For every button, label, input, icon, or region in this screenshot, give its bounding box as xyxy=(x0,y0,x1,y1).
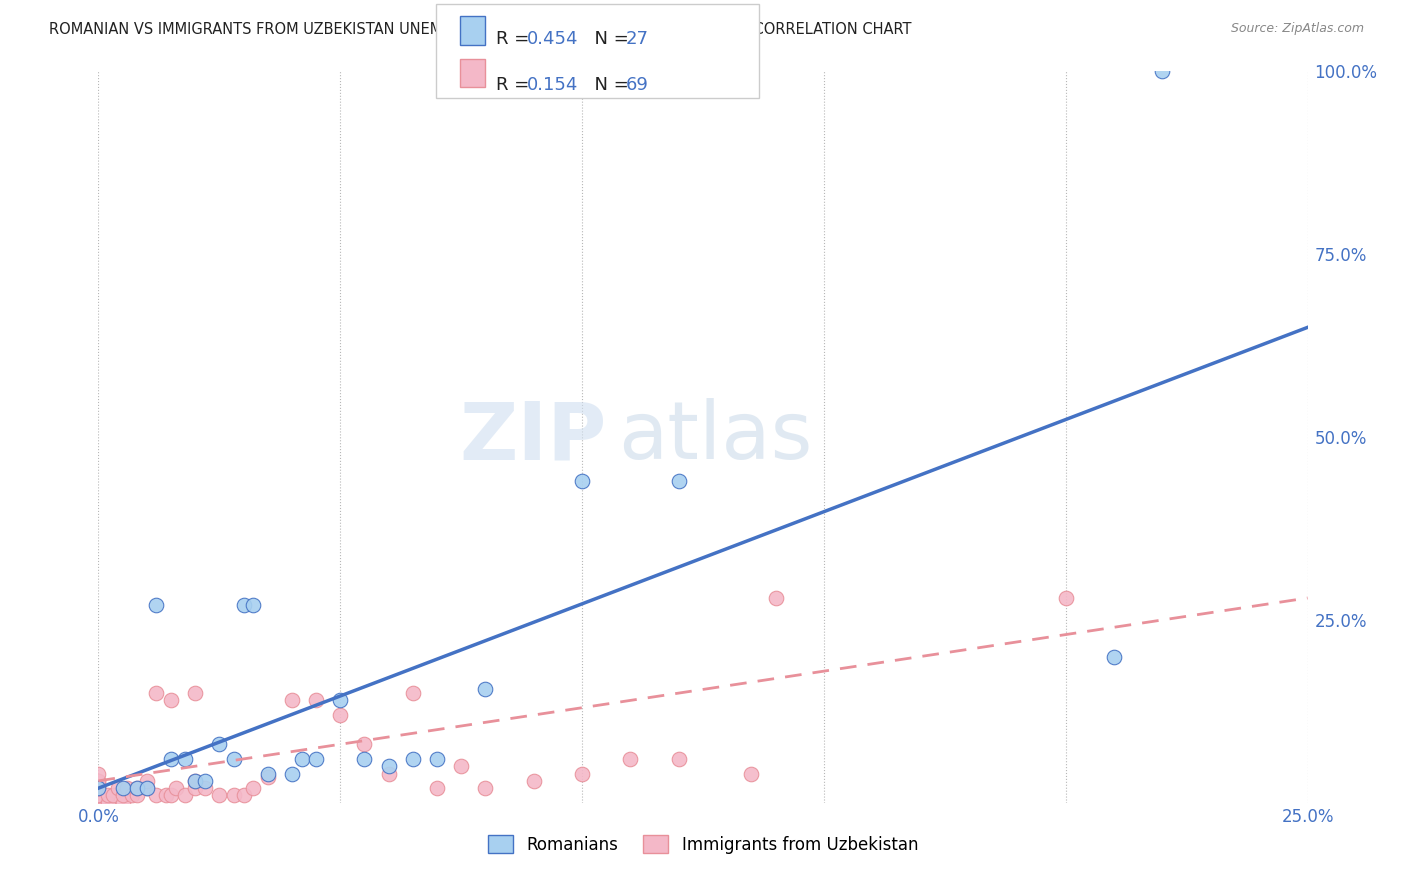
Point xyxy=(135,781,157,796)
Text: Source: ZipAtlas.com: Source: ZipAtlas.com xyxy=(1230,22,1364,36)
Point xyxy=(256,770,278,784)
Point xyxy=(1054,591,1077,605)
Point xyxy=(305,693,328,707)
Point xyxy=(145,789,167,803)
Text: 0.154: 0.154 xyxy=(527,76,579,94)
Text: N =: N = xyxy=(583,76,636,94)
Point xyxy=(160,752,183,766)
Point xyxy=(87,781,110,796)
Point xyxy=(474,781,496,796)
Point xyxy=(329,693,352,707)
Point xyxy=(571,474,593,488)
Point xyxy=(571,766,593,780)
Point xyxy=(127,781,149,796)
Point xyxy=(184,781,207,796)
Point xyxy=(619,752,641,766)
Text: 27: 27 xyxy=(626,30,648,48)
Point xyxy=(87,766,110,780)
Point xyxy=(101,789,124,803)
Point xyxy=(290,752,312,766)
Point xyxy=(97,796,120,810)
Point xyxy=(256,766,278,780)
Point xyxy=(242,781,264,796)
Point xyxy=(1152,64,1174,78)
Point xyxy=(377,766,399,780)
Point xyxy=(160,693,183,707)
Point xyxy=(450,759,472,773)
Point xyxy=(523,773,546,788)
Text: 69: 69 xyxy=(626,76,648,94)
Point xyxy=(426,752,449,766)
Point xyxy=(87,781,110,796)
Point xyxy=(208,737,231,751)
Point xyxy=(232,599,254,613)
Point xyxy=(145,599,167,613)
Point xyxy=(281,766,304,780)
Point xyxy=(194,773,217,788)
Point xyxy=(377,759,399,773)
Point xyxy=(184,773,207,788)
Point xyxy=(222,752,245,766)
Point xyxy=(145,686,167,700)
Point xyxy=(97,789,120,803)
Point xyxy=(135,781,157,796)
Point xyxy=(111,796,134,810)
Point xyxy=(208,789,231,803)
Point xyxy=(184,773,207,788)
Point xyxy=(353,737,375,751)
Point xyxy=(87,781,110,796)
Point xyxy=(426,781,449,796)
Point xyxy=(242,599,264,613)
Point xyxy=(184,686,207,700)
Point xyxy=(160,789,183,803)
Point xyxy=(117,781,139,796)
Text: ZIP: ZIP xyxy=(458,398,606,476)
Point xyxy=(668,752,690,766)
Text: 0.454: 0.454 xyxy=(527,30,579,48)
Point xyxy=(87,796,110,810)
Point xyxy=(402,752,425,766)
Point xyxy=(232,789,254,803)
Point xyxy=(222,789,245,803)
Point xyxy=(87,789,110,803)
Point xyxy=(87,773,110,788)
Point xyxy=(127,781,149,796)
Point xyxy=(174,789,197,803)
Text: ROMANIAN VS IMMIGRANTS FROM UZBEKISTAN UNEMPLOYMENT AMONG AGES 25 TO 29 YEARS CO: ROMANIAN VS IMMIGRANTS FROM UZBEKISTAN U… xyxy=(49,22,911,37)
Point xyxy=(87,796,110,810)
Point xyxy=(281,693,304,707)
Point xyxy=(135,773,157,788)
Text: R =: R = xyxy=(496,76,541,94)
Point xyxy=(305,752,328,766)
Point xyxy=(127,789,149,803)
Point xyxy=(474,682,496,697)
Text: N =: N = xyxy=(583,30,636,48)
Text: atlas: atlas xyxy=(619,398,813,476)
Point xyxy=(87,789,110,803)
Point xyxy=(765,591,787,605)
Point xyxy=(668,474,690,488)
Legend: Romanians, Immigrants from Uzbekistan: Romanians, Immigrants from Uzbekistan xyxy=(481,829,925,860)
Point xyxy=(194,781,217,796)
Point xyxy=(740,766,762,780)
Point xyxy=(155,789,177,803)
Point xyxy=(165,781,187,796)
Point xyxy=(174,752,197,766)
Point xyxy=(111,789,134,803)
Point xyxy=(87,773,110,788)
Point xyxy=(402,686,425,700)
Point xyxy=(107,781,129,796)
Point xyxy=(353,752,375,766)
Point xyxy=(121,789,143,803)
Text: R =: R = xyxy=(496,30,536,48)
Point xyxy=(329,708,352,723)
Point xyxy=(1102,649,1125,664)
Point xyxy=(111,781,134,796)
